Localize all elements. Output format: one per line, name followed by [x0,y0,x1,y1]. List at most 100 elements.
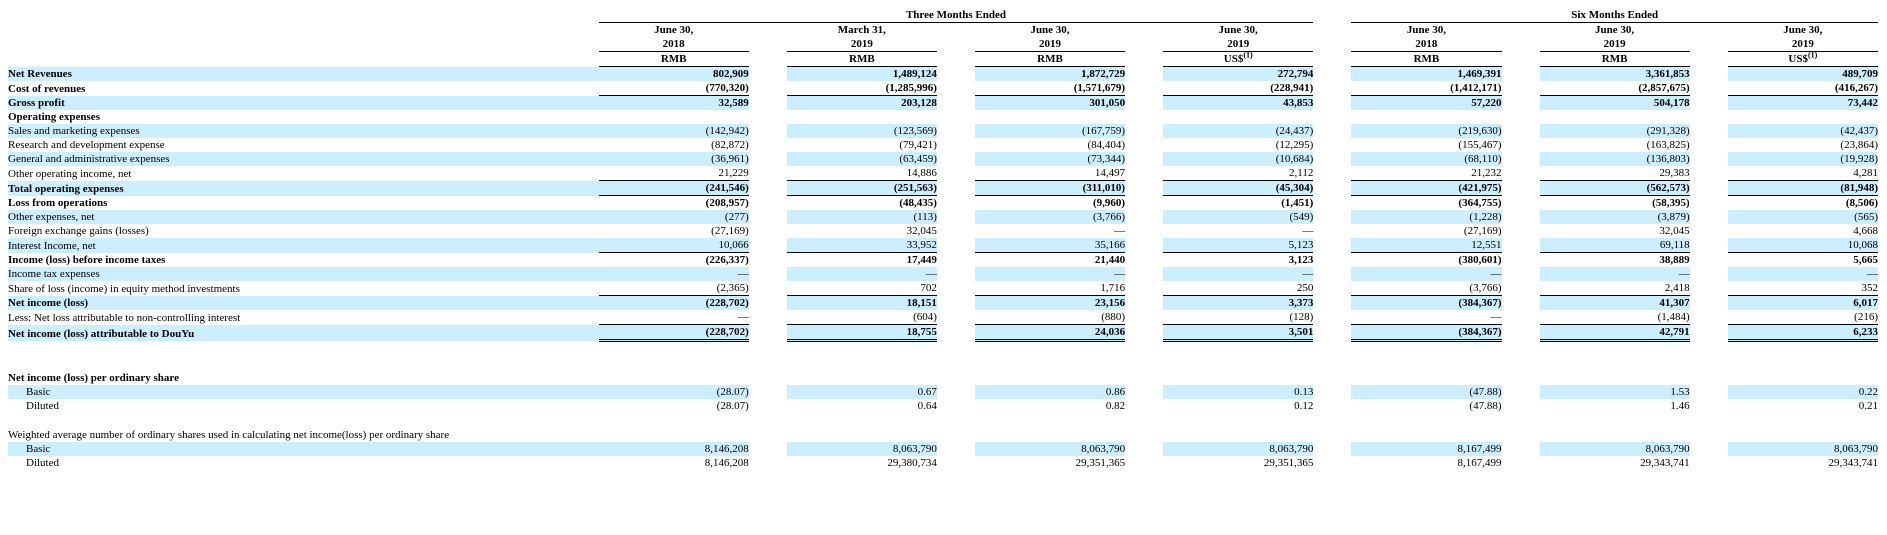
value-cell: 272,794 [1163,66,1314,81]
value-cell: 702 [786,281,937,296]
value-cell: (10,684) [1163,152,1314,166]
value-cell: (48,435) [899,197,937,209]
row-label: Other expenses, net [8,210,599,224]
value-cell: 802,909 [598,66,749,81]
table-row: Interest Income, net 10,066 33,952 35,166 5,… [8,238,1878,253]
value-cell: (155,467) [1458,139,1502,151]
value-cell [1163,428,1313,442]
value-cell [1540,356,1690,371]
table-row: Diluted (28.07) 0.64 0.82 0.12 (47.88) 1.46 0.2… [8,399,1878,413]
value-cell [1728,371,1878,385]
value-cell: (1,484) [1539,310,1690,325]
value-cell: 203,128 [786,95,937,110]
value-cell [975,356,1125,371]
value-cell: 18,755 [786,324,937,342]
value-cell: 24,036 [974,324,1126,342]
table-row: Diluted 8,146,208 29,380,734 29,351,365 29,3… [8,456,1878,470]
value-cell: 6,233 [1727,324,1878,342]
value-cell [1163,371,1313,385]
value-cell: 489,709 [1727,66,1878,81]
value-cell: 29,380,734 [887,457,937,469]
column-header-date: June 30, [1218,24,1258,36]
table-row: Research and development expense (82,872)… [8,138,1878,152]
value-cell: 29,351,365 [1075,457,1126,469]
value-cell: (27,169) [1463,225,1502,237]
value-cell [787,413,937,428]
row-label: Interest Income, net [8,238,599,253]
value-cell: 14,886 [786,166,937,181]
table-header: Three Months Ended Six Months Ended June… [8,8,1878,67]
value-cell: — [974,267,1126,281]
value-cell: 0.86 [974,385,1126,399]
value-cell [1540,341,1690,357]
value-cell: (84,404) [1087,139,1126,151]
group-header-six-months: Six Months Ended [1351,8,1878,23]
table-row: General and administrative expenses (36,9… [8,152,1878,166]
value-cell: (167,759) [974,124,1126,138]
value-cell: 1,489,124 [786,66,937,81]
value-cell [1728,356,1878,371]
row-label: Cost of revenues [8,82,86,95]
table-row: Loss from operations (208,957) (48,435) (9,… [8,196,1878,211]
row-label: Basic [8,442,599,456]
value-cell: (3,879) [1539,210,1690,224]
row-label: Foreign exchange gains (losses) [8,225,149,237]
value-cell: (28.07) [598,385,749,399]
value-cell: (2,857,675) [1539,81,1690,96]
column-header-year: 2019 [1539,37,1690,52]
row-label: Net Revenues [8,66,599,81]
value-cell: — [598,310,749,325]
value-cell: — [1351,310,1502,325]
value-cell [1540,371,1690,385]
table-row: Net Revenues 802,909 1,489,124 1,872,729 272… [8,66,1878,81]
column-header-currency: RMB [974,51,1126,67]
row-label [8,413,599,428]
value-cell: 32,045 [906,225,937,237]
row-label: Research and development expense [8,139,165,151]
value-cell: (364,755) [1458,197,1502,209]
row-label: Income tax expenses [8,267,599,281]
value-cell [787,110,937,124]
value-cell [1351,110,1501,124]
value-cell [787,341,937,357]
column-header-date: March 31, [837,24,886,36]
value-cell: (9,960) [1093,197,1126,209]
value-cell: (81,948) [1727,180,1878,196]
value-cell: (1,451) [1281,197,1314,209]
value-cell: (421,975) [1351,180,1502,196]
value-cell: (136,803) [1539,152,1690,166]
value-cell: — [1727,267,1878,281]
table-row: Share of loss (income) in equity method … [8,281,1878,296]
column-header-year: 2019 [1727,37,1878,52]
table-body: Net Revenues 802,909 1,489,124 1,872,729 272… [8,66,1878,471]
value-cell: (565) [1727,210,1878,224]
group-header-three-months: Three Months Ended [598,8,1314,23]
value-cell [787,356,937,371]
value-cell: 17,449 [906,254,937,266]
value-cell: (416,267) [1727,81,1878,96]
row-label: Net income (loss) [8,295,599,310]
row-label: Net income (loss) attributable to DouYu [8,324,599,341]
value-cell: 0.12 [1294,400,1314,412]
table-row: Less: Net loss attributable to non-contr… [8,310,1878,325]
value-cell [1728,341,1878,357]
value-cell: 43,853 [1163,95,1314,110]
value-cell: 8,167,499 [1457,457,1502,469]
value-cell: (128) [1163,310,1314,325]
value-cell: 8,063,790 [1163,442,1314,456]
value-cell: 3,373 [1163,295,1314,310]
value-cell: (1,571,679) [974,81,1126,96]
value-cell [975,371,1125,385]
row-label: Share of loss (income) in equity method … [8,282,240,295]
row-label: Income (loss) before income taxes [8,254,166,266]
table-row: Net income (loss) (228,702) 18,151 23,156 3,… [8,295,1878,310]
value-cell: (163,825) [1646,139,1690,151]
value-cell: (28.07) [716,400,749,412]
value-cell [1163,341,1313,357]
value-cell: 250 [1163,281,1314,296]
currency-label: RMB [1601,53,1628,65]
value-cell: (228,941) [1163,81,1314,96]
value-cell: (45,304) [1163,180,1314,196]
value-cell: (23,864) [1840,139,1878,151]
value-cell: (562,573) [1539,180,1690,196]
